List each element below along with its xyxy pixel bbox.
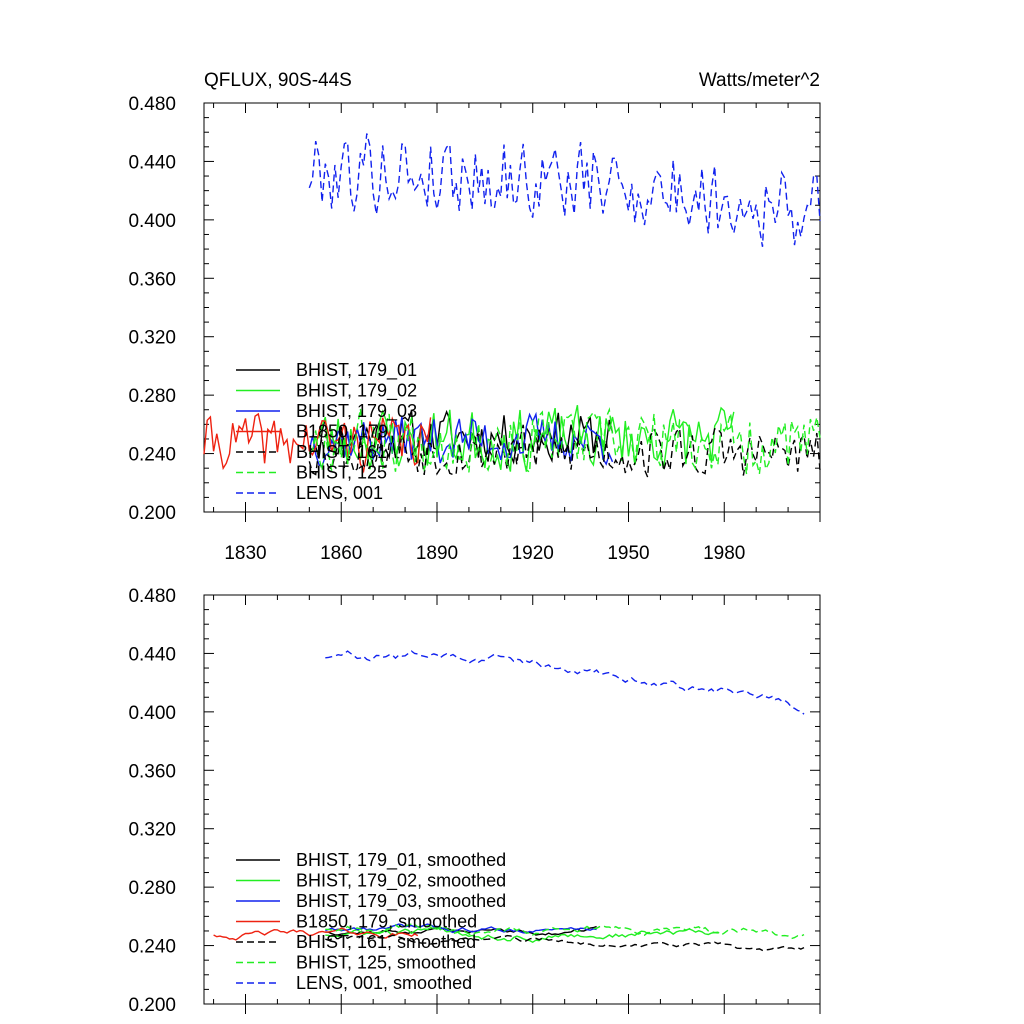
x-tick-label: 1860 bbox=[320, 543, 362, 564]
y-tick-label: 0.200 bbox=[128, 995, 176, 1016]
x-tick-label: 1920 bbox=[512, 543, 554, 564]
x-tick-label: 1890 bbox=[416, 543, 458, 564]
y-tick-label: 0.280 bbox=[128, 386, 176, 407]
raw-panel: 0.200 0.240 0.280 0.320 0.360 0.400 0.440 0.480… bbox=[128, 94, 821, 564]
y-tick-label: 0.480 bbox=[128, 94, 176, 115]
y-tick-label: 0.440 bbox=[128, 152, 176, 173]
series-line bbox=[325, 926, 718, 944]
legend-entry: BHIST, 125 bbox=[296, 463, 387, 483]
legend-entry: BHIST, 161, smoothed bbox=[296, 932, 476, 952]
y-tick-label: 0.240 bbox=[128, 445, 176, 466]
units-label: Watts/meter^2 bbox=[699, 70, 820, 91]
y-tick-label: 0.360 bbox=[128, 761, 176, 782]
series-line bbox=[308, 424, 821, 478]
series-line bbox=[308, 133, 821, 247]
plot-title: QFLUX, 90S-44S bbox=[204, 70, 352, 91]
x-tick-label: 1830 bbox=[224, 543, 266, 564]
legend-entry: BHIST, 179_02, smoothed bbox=[296, 871, 506, 892]
y-tick-label: 0.320 bbox=[128, 820, 176, 841]
legend-entry: BHIST, 179_03, smoothed bbox=[296, 891, 506, 912]
legend-entry: LENS, 001, smoothed bbox=[296, 973, 472, 993]
x-tick-label: 1950 bbox=[607, 543, 649, 564]
y-tick-label: 0.240 bbox=[128, 937, 176, 958]
legend-entry: B1850, 179, smoothed bbox=[296, 912, 477, 932]
legend-entry: B1850, 179 bbox=[296, 422, 388, 442]
y-tick-label: 0.400 bbox=[128, 211, 176, 232]
legend-entry: BHIST, 179_02 bbox=[296, 381, 417, 402]
y-tick-label: 0.400 bbox=[128, 703, 176, 724]
series-line bbox=[325, 923, 597, 934]
y-tick-label: 0.200 bbox=[128, 503, 176, 524]
series-line bbox=[325, 923, 805, 940]
smoothed-panel: 0.200 0.240 0.280 0.320 0.360 0.400 0.440 0.480… bbox=[128, 586, 821, 1016]
series-line bbox=[325, 650, 805, 715]
y-tick-label: 0.360 bbox=[128, 269, 176, 290]
y-tick-label: 0.480 bbox=[128, 586, 176, 607]
legend-entry: LENS, 001 bbox=[296, 483, 383, 503]
series-line bbox=[325, 925, 597, 936]
legend-entry: BHIST, 179_03 bbox=[296, 401, 417, 422]
legend-entry: BHIST, 161 bbox=[296, 442, 387, 462]
y-tick-label: 0.440 bbox=[128, 644, 176, 665]
y-tick-label: 0.280 bbox=[128, 878, 176, 899]
x-tick-label: 1980 bbox=[703, 543, 745, 564]
legend-entry: BHIST, 179_01, smoothed bbox=[296, 850, 506, 871]
legend-entry: BHIST, 179_01 bbox=[296, 360, 417, 381]
y-tick-label: 0.320 bbox=[128, 328, 176, 349]
legend-entry: BHIST, 125, smoothed bbox=[296, 953, 476, 973]
